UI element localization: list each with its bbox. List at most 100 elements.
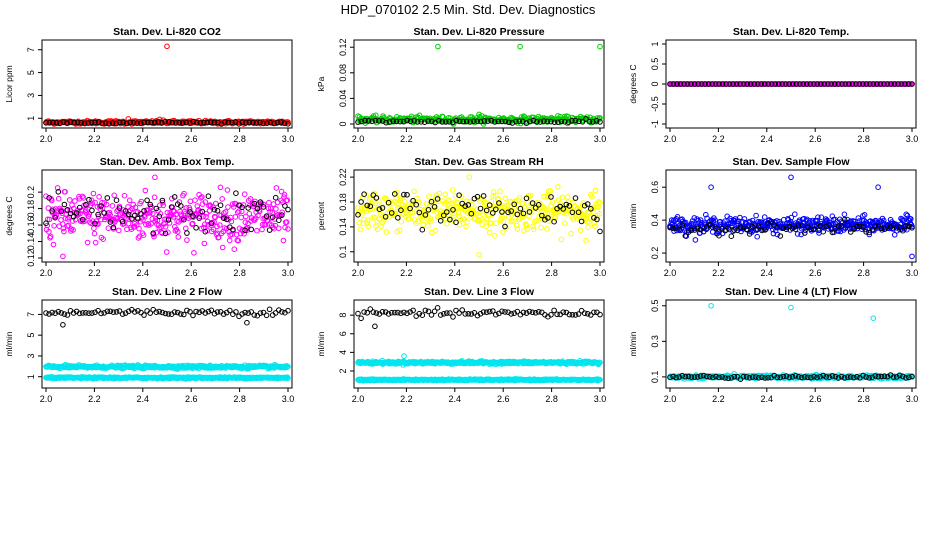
data-point [132, 309, 138, 315]
data-point [95, 119, 102, 125]
panel-title: Stan. Dev. Gas Stream RH [414, 156, 543, 168]
data-point [233, 190, 239, 196]
y-axis-label: ml/min [4, 331, 14, 356]
data-point [273, 185, 280, 191]
data-point [431, 204, 438, 210]
y-tick-label: 0.4 [650, 214, 660, 227]
data-point [130, 120, 137, 126]
data-point [150, 210, 156, 217]
data-point-outlier [788, 174, 794, 181]
data-point [278, 119, 284, 125]
data-point [162, 310, 169, 317]
data-point [427, 215, 434, 221]
data-point [572, 312, 579, 318]
data-point [53, 119, 60, 126]
data-point [159, 199, 166, 206]
data-point [547, 188, 554, 194]
data-point [692, 237, 699, 243]
y-tick-label: -0.5 [650, 96, 660, 112]
data-point [400, 118, 407, 125]
y-tick-label: 0 [650, 81, 660, 86]
x-tick-label: 3.0 [906, 268, 919, 278]
data-point [841, 211, 848, 218]
data-point [398, 207, 404, 213]
y-tick-label: 7 [26, 312, 36, 317]
data-point [113, 120, 119, 127]
data-point [808, 226, 814, 233]
data-point [208, 307, 215, 314]
data-point [109, 203, 116, 209]
y-tick-label: 0.5 [650, 58, 660, 71]
series-secondary [43, 118, 291, 127]
data-point [529, 309, 536, 316]
data-point [420, 221, 427, 228]
data-point [129, 215, 135, 222]
data-point [733, 81, 740, 87]
data-point [259, 226, 265, 233]
data-point [584, 311, 591, 317]
data-point [365, 217, 371, 223]
data-point [229, 201, 236, 207]
data-point [818, 81, 824, 87]
data-point [558, 118, 565, 125]
data-point [548, 312, 554, 318]
data-point [520, 309, 527, 316]
data-point [197, 120, 204, 126]
data-point [477, 205, 484, 212]
data-point [712, 217, 718, 223]
data-point [439, 119, 446, 125]
data-point [496, 200, 502, 206]
data-point [444, 209, 450, 215]
data-point [447, 216, 453, 223]
data-point-outlier [708, 184, 714, 190]
data-point [667, 81, 673, 87]
data-point [854, 223, 860, 230]
data-point [385, 199, 392, 206]
data-point [551, 307, 557, 314]
data-point [492, 233, 498, 239]
x-tick-label: 2.8 [233, 268, 246, 278]
y-axis-label: percent [316, 201, 326, 230]
data-point [269, 214, 276, 220]
data-point [208, 222, 214, 229]
data-point [404, 117, 410, 124]
data-point [285, 363, 291, 370]
data-point [860, 224, 866, 230]
data-point [551, 119, 558, 125]
data-point [710, 224, 716, 231]
data-point [863, 229, 869, 235]
data-point [493, 311, 499, 318]
data-point [257, 310, 264, 316]
data-point [867, 81, 873, 87]
data-point [166, 220, 173, 226]
data-point [418, 206, 424, 213]
data-point [260, 204, 267, 210]
data-point [740, 81, 747, 87]
data-point [909, 81, 915, 87]
data-point [220, 215, 227, 221]
data-point [120, 119, 126, 126]
data-point [279, 212, 285, 218]
data-point [86, 196, 92, 203]
data-point [61, 201, 68, 208]
data-point [593, 377, 600, 383]
data-point [563, 201, 570, 208]
data-point [61, 311, 68, 317]
data-point [593, 204, 600, 210]
data-point [793, 81, 800, 87]
data-point [777, 220, 784, 227]
data-point [564, 194, 571, 200]
x-tick-label: 2.6 [809, 268, 822, 278]
data-point [532, 205, 539, 211]
data-point [828, 81, 835, 87]
data-point [223, 216, 230, 223]
y-tick-label: -1 [650, 120, 660, 128]
data-point [434, 196, 441, 202]
data-point [499, 118, 505, 125]
data-point [190, 213, 196, 219]
data-point [225, 119, 232, 126]
y-tick-label: 0.5 [650, 300, 660, 313]
data-point [80, 216, 86, 223]
data-point [156, 308, 163, 315]
